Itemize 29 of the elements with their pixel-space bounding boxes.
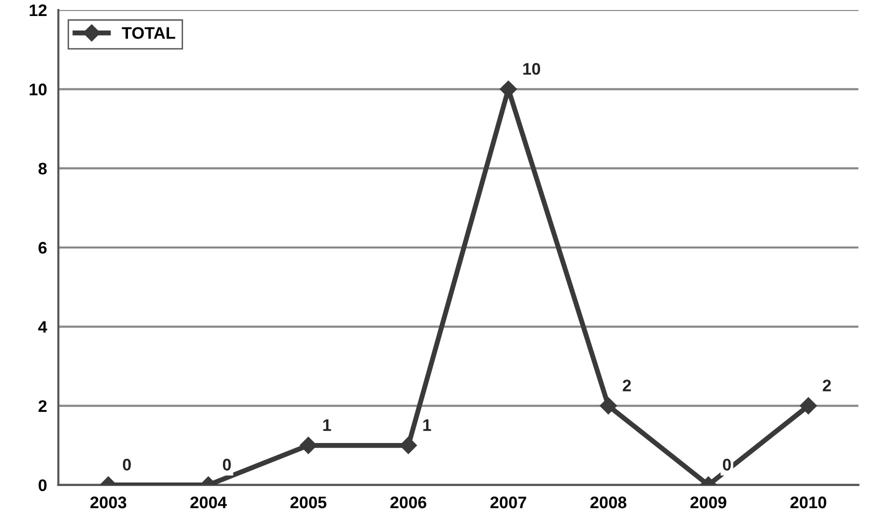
point — [400, 436, 417, 454]
y-tick-label: 0 — [38, 479, 47, 492]
data-label: 10 — [523, 62, 540, 75]
data-label: 1 — [423, 419, 432, 431]
y-tick-label: 6 — [38, 242, 47, 254]
point — [300, 436, 317, 454]
legend-label: TOTAL — [122, 27, 176, 39]
point — [500, 80, 517, 98]
x-tick-label: 2010 — [790, 496, 826, 508]
x-tick-label: 2008 — [590, 496, 626, 508]
x-tick-label: 2005 — [290, 496, 326, 508]
point — [600, 397, 617, 414]
x-tick-label: 2003 — [90, 496, 126, 508]
data-label: 2 — [822, 380, 831, 392]
point — [800, 397, 817, 414]
x-tick-label: 2007 — [490, 496, 526, 508]
data-label: 0 — [122, 458, 131, 471]
data-label: 0 — [222, 458, 231, 471]
y-tick-label: 2 — [38, 400, 47, 412]
x-tick-label: 2004 — [190, 496, 227, 508]
data-label: 2 — [622, 380, 631, 392]
x-tick-label: 2006 — [390, 496, 426, 508]
y-tick-label: 8 — [38, 162, 47, 175]
data-label: 0 — [722, 458, 731, 471]
data-label: 1 — [323, 419, 332, 431]
y-tick-label: 4 — [38, 321, 48, 333]
y-tick-label: 10 — [30, 84, 47, 96]
y-tick-label: 12 — [30, 4, 47, 16]
x-tick-label: 2009 — [690, 496, 726, 508]
